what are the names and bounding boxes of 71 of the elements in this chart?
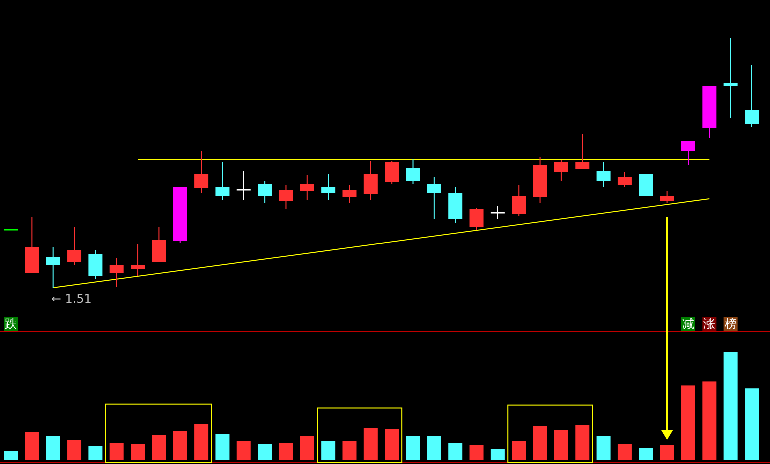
candlestick: [490, 206, 506, 220]
bar: [490, 449, 505, 460]
bar: [25, 432, 40, 460]
bar: [4, 451, 18, 460]
candlestick: [342, 184, 357, 204]
candlestick: [68, 226, 82, 266]
candlestick: [385, 160, 400, 184]
candlestick: [131, 244, 146, 276]
candlestick: [554, 160, 568, 182]
candlestick: [596, 162, 611, 188]
bar: [724, 352, 738, 460]
candlestick: [681, 140, 696, 166]
bar: [639, 448, 654, 460]
candlestick: [258, 180, 272, 204]
candlestick: [46, 246, 60, 288]
bar: [364, 428, 378, 460]
candlestick: [279, 184, 294, 210]
candlestick: [576, 134, 590, 170]
candlestick: [194, 150, 209, 194]
candlestick: [110, 258, 124, 288]
bar: [236, 441, 251, 460]
candlestick: [152, 226, 166, 262]
bar: [88, 446, 103, 460]
candlestick: [660, 190, 674, 204]
bar: [46, 436, 60, 460]
bar: [342, 441, 357, 460]
candlestick: [364, 160, 378, 200]
bar: [173, 431, 188, 460]
candlestick: [322, 174, 336, 200]
bar: [470, 445, 484, 460]
text: 涨: [704, 317, 716, 331]
bar: [702, 382, 717, 460]
bar: [448, 443, 463, 460]
bar: [258, 444, 272, 460]
candlestick: [470, 208, 484, 230]
bar: [194, 424, 209, 460]
text: ← 1.51: [51, 292, 92, 306]
candlestick: [216, 162, 230, 200]
bar: [385, 429, 400, 460]
candlestick: [639, 174, 654, 196]
candlestick: [724, 38, 738, 118]
candlestick: [618, 172, 632, 188]
text: 榜: [724, 317, 737, 331]
bar: [110, 443, 124, 460]
candlestick: [512, 184, 526, 216]
text: 跌: [5, 317, 17, 331]
bar: [68, 440, 82, 460]
bar: [216, 434, 230, 460]
candlestick: [300, 174, 314, 200]
candlestick: [88, 250, 103, 280]
bar: [576, 425, 590, 460]
bar: [512, 441, 526, 460]
bar: [554, 430, 568, 460]
bar: [596, 436, 611, 460]
candlestick: [406, 158, 420, 184]
bar: [660, 445, 674, 460]
bar: [533, 426, 548, 460]
candlestick: [427, 176, 442, 220]
bar: [618, 444, 632, 460]
bar: [681, 386, 696, 460]
bar: [427, 436, 442, 460]
bar: [745, 388, 759, 460]
bar: [131, 444, 146, 460]
text: 减: [682, 317, 694, 331]
bar: [152, 435, 166, 460]
bar: [322, 441, 336, 460]
bar: [406, 436, 420, 460]
candlestick: [236, 170, 252, 200]
bar: [300, 436, 314, 460]
candlestick: [745, 64, 759, 128]
bar: [279, 443, 294, 460]
